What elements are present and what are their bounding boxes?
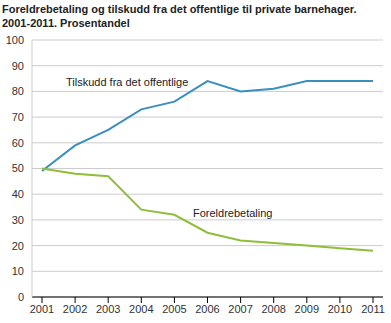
svg-text:10: 10 (12, 265, 24, 277)
svg-text:2006: 2006 (195, 303, 219, 315)
svg-text:40: 40 (12, 188, 24, 200)
svg-text:60: 60 (12, 137, 24, 149)
svg-text:2009: 2009 (295, 303, 319, 315)
svg-text:2003: 2003 (96, 303, 120, 315)
svg-text:100: 100 (8, 34, 24, 46)
svg-text:2001: 2001 (30, 303, 54, 315)
html-text:Foreldrebetaling: Foreldrebetaling (193, 207, 273, 219)
svg-text:20: 20 (12, 240, 24, 252)
svg-text:90: 90 (12, 60, 24, 72)
svg-text:2007: 2007 (228, 303, 252, 315)
html-text:Tilskudd fra det offentlige: Tilskudd fra det offentlige (66, 76, 189, 88)
svg-text:2004: 2004 (129, 303, 153, 315)
svg-text:50: 50 (12, 162, 24, 174)
svg-text:2002: 2002 (63, 303, 87, 315)
svg-text:30: 30 (12, 214, 24, 226)
svg-text:2011: 2011 (361, 303, 383, 315)
svg-text:70: 70 (12, 111, 24, 123)
html-text:Foreldrebetaling og tilskudd f: Foreldrebetaling og tilskudd fra det off… (2, 3, 357, 15)
svg-text:2005: 2005 (162, 303, 186, 315)
svg-text:2008: 2008 (261, 303, 285, 315)
html-text:2001-2011. Prosentandel: 2001-2011. Prosentandel (2, 17, 130, 29)
svg-text:80: 80 (12, 85, 24, 97)
svg-text:0: 0 (18, 291, 24, 303)
svg-text:2010: 2010 (328, 303, 352, 315)
